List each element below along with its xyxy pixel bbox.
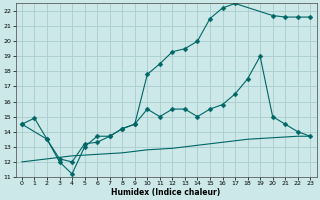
X-axis label: Humidex (Indice chaleur): Humidex (Indice chaleur): [111, 188, 221, 197]
